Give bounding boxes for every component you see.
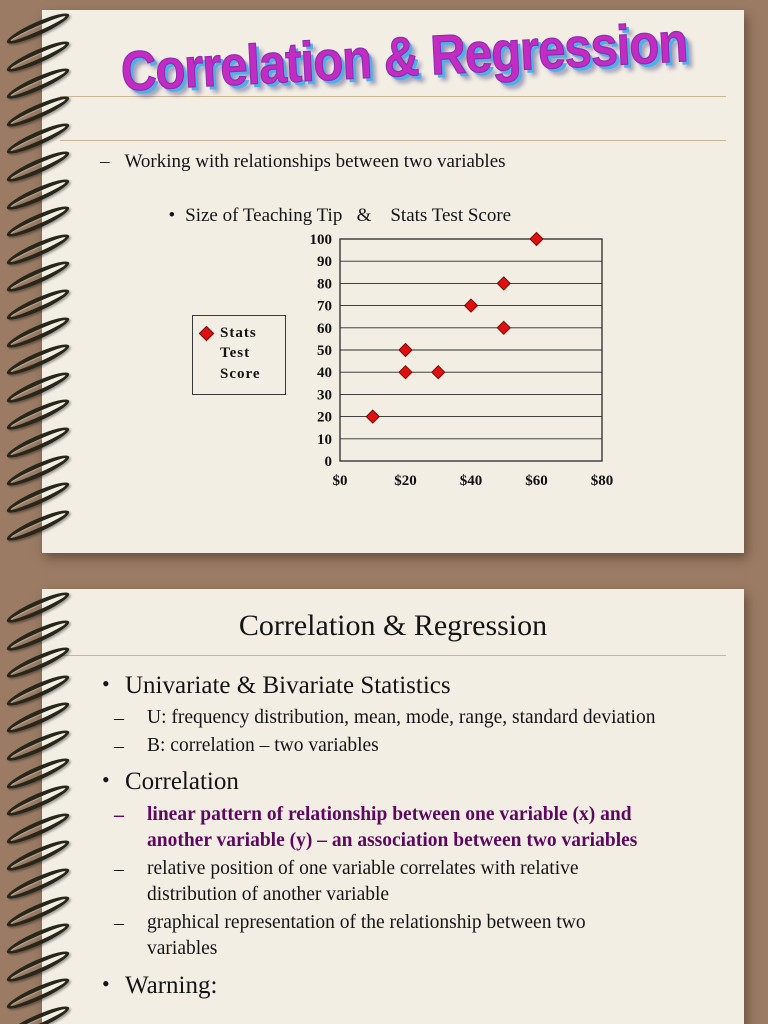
spiral-ring-icon — [4, 367, 72, 408]
bullet-text: Warning: — [125, 971, 218, 999]
bullet-item: • Correlation — [62, 766, 712, 797]
dot-bullet-icon: • — [102, 767, 110, 793]
y-tick-label: 20 — [317, 410, 332, 426]
dash-bullet-icon: – — [114, 734, 124, 757]
data-point-icon — [365, 409, 380, 424]
data-point-icon — [496, 276, 511, 291]
slide2-title: Correlation & Regression — [238, 609, 548, 642]
spiral-ring-icon — [4, 395, 72, 435]
spiral-ring-icon — [4, 91, 72, 132]
x-tick-label: $20 — [394, 473, 417, 489]
scatter-chart: Stats Test Score 0 10 20 30 40 50 60 70 80 90 100 $… — [182, 225, 652, 503]
bullet-text: graphical representation of the relation… — [147, 911, 586, 960]
dot-bullet-icon: • — [102, 671, 110, 696]
spiral-ring-icon — [4, 1001, 72, 1024]
slide-2: Correlation & Regression • Univariate & B… — [4, 587, 744, 1024]
dot-bullet-icon: • — [102, 970, 110, 996]
legend-diamond-icon — [198, 325, 215, 342]
spiral-ring-icon — [4, 146, 72, 187]
legend-label: Stats Test Score — [220, 325, 261, 382]
chart-plot: 0 10 20 30 40 50 60 70 80 90 100 $0 $20 $40 $60 $80 — [310, 231, 614, 489]
data-point-icon — [463, 298, 479, 313]
spiral-ring-icon — [4, 312, 72, 352]
spiral-ring-icon — [4, 339, 72, 380]
y-tick-label: 100 — [310, 232, 333, 248]
dot-bullet-icon: • — [168, 205, 176, 226]
bullet-line-1: – Working with relationships between two … — [100, 151, 506, 173]
data-point-icon — [496, 320, 511, 336]
data-point-icon — [431, 364, 446, 380]
spiral-ring-icon — [4, 257, 72, 297]
y-tick-label: 60 — [317, 321, 332, 337]
title-underline — [60, 140, 726, 141]
x-tick-label: $40 — [460, 473, 483, 489]
spiral-binding — [2, 8, 98, 553]
spiral-ring-icon — [4, 36, 72, 76]
spiral-ring-icon — [4, 422, 72, 463]
dash-bullet-icon: – — [114, 803, 124, 826]
data-point-icon — [398, 342, 413, 358]
bullet-text: B: correlation – two variables — [147, 734, 379, 756]
slide1-title: Correlation & Regression — [119, 12, 689, 104]
x-tick-label: $80 — [591, 473, 614, 489]
sub-bullet-item: – B: correlation – two variables — [62, 733, 712, 760]
spiral-ring-icon — [4, 450, 72, 490]
dash-bullet-icon: – — [100, 151, 110, 172]
bullet-list: • Univariate & Bivariate Statistics – U: fr… — [62, 663, 712, 1005]
y-tick-label: 80 — [317, 276, 332, 292]
y-tick-label: 30 — [317, 387, 332, 403]
y-tick-label: 90 — [317, 254, 332, 270]
spiral-ring-icon — [4, 477, 72, 518]
sub-bullet-item: – linear pattern of relationship between … — [62, 802, 712, 855]
y-tick-label: 40 — [317, 365, 332, 381]
x-tick-label: $60 — [525, 473, 548, 489]
dash-bullet-icon: – — [114, 707, 124, 730]
dash-bullet-icon: – — [114, 857, 124, 880]
spiral-ring-icon — [4, 119, 72, 159]
spiral-ring-icon — [4, 505, 72, 546]
data-point-icon — [398, 364, 413, 380]
y-tick-label: 10 — [317, 432, 332, 448]
y-tick-label: 0 — [325, 454, 333, 470]
bullet-text: relative position of one variable correl… — [147, 857, 579, 906]
spiral-ring-icon — [4, 201, 72, 242]
chart-legend: Stats Test Score — [192, 315, 286, 395]
sub-bullet-item: – U: frequency distribution, mean, mode, … — [62, 705, 712, 732]
title-underline — [60, 655, 726, 656]
data-point-icon — [529, 231, 544, 247]
spiral-ring-icon — [4, 284, 72, 325]
y-tick-label: 70 — [317, 299, 332, 315]
sub-bullet-item: – graphical representation of the relatio… — [62, 910, 712, 963]
bullet-line-2: • Size of Teaching Tip & Stats Test Score — [140, 183, 512, 249]
spiral-ring-icon — [4, 8, 72, 49]
bullet-item: • Univariate & Bivariate Statistics — [62, 670, 712, 701]
dash-bullet-icon: – — [114, 911, 124, 934]
bullet-item: • Warning: — [62, 970, 712, 1001]
bullet-text: Correlation — [125, 768, 239, 796]
spiral-ring-icon — [4, 63, 72, 104]
spiral-ring-icon — [4, 229, 72, 270]
sub-bullet-item: – relative position of one variable corre… — [62, 856, 712, 909]
plot-border — [339, 238, 603, 462]
bullet-text: Working with relationships between two v… — [124, 151, 506, 172]
spiral-ring-icon — [4, 174, 72, 214]
title-rule-behind — [60, 96, 726, 97]
bullet-text: U: frequency distribution, mean, mode, r… — [147, 707, 656, 729]
bullet-text: linear pattern of relationship between o… — [147, 803, 638, 852]
bullet-text: Size of Teaching Tip & Stats Test Score — [185, 205, 512, 226]
y-tick-label: 50 — [317, 343, 332, 359]
slide-1: Correlation & Regression – Working with r… — [4, 8, 744, 553]
bullet-text: Univariate & Bivariate Statistics — [125, 672, 451, 699]
x-tick-label: $0 — [333, 473, 348, 489]
